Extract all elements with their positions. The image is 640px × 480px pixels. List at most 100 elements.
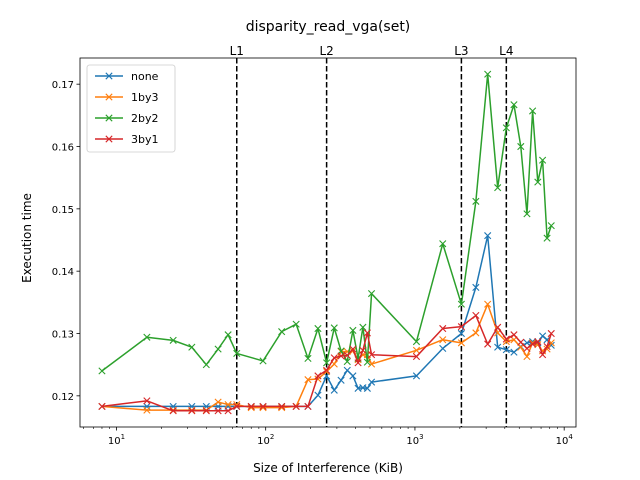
cache-line-label: L2 <box>319 44 333 58</box>
legend-marker <box>105 72 113 80</box>
data-point <box>502 124 510 132</box>
data-point <box>259 404 267 412</box>
chart-title: disparity_read_vga(set) <box>246 19 411 35</box>
data-point <box>337 352 345 360</box>
data-point <box>367 290 376 298</box>
data-point <box>323 366 331 374</box>
data-point <box>534 338 542 346</box>
data-point <box>202 407 210 415</box>
axes-frame <box>79 57 577 428</box>
x-axis-label: Size of Interference (KiB) <box>253 461 403 475</box>
data-point <box>323 367 331 376</box>
data-point <box>484 300 492 308</box>
data-point <box>363 329 371 337</box>
data-point <box>304 376 312 384</box>
data-point <box>98 367 106 375</box>
data-point <box>359 323 367 331</box>
data-point <box>502 346 510 354</box>
data-point <box>523 210 531 218</box>
data-point <box>330 354 338 362</box>
data-point <box>292 402 300 411</box>
y-tick-label: 0.13 <box>52 330 74 341</box>
data-point <box>472 283 480 291</box>
data-point <box>259 357 267 365</box>
data-point <box>484 70 492 78</box>
data-point <box>412 346 421 354</box>
data-point <box>484 232 492 240</box>
data-point <box>278 402 286 411</box>
data-point <box>359 346 367 354</box>
cache-line-label: L3 <box>454 44 468 58</box>
data-point <box>543 234 551 242</box>
data-point <box>323 359 331 367</box>
data-point <box>278 404 286 412</box>
data-point <box>143 333 151 341</box>
data-point <box>143 406 151 414</box>
data-point <box>494 323 502 331</box>
data-point <box>292 320 300 328</box>
y-tick-label: 0.16 <box>52 143 74 154</box>
data-point <box>247 404 255 412</box>
data-point <box>367 378 376 386</box>
data-point <box>457 323 465 331</box>
data-point <box>363 358 371 366</box>
data-point <box>547 329 555 338</box>
legend-marker <box>105 93 113 101</box>
data-point <box>363 384 371 392</box>
data-point <box>278 328 286 336</box>
data-point <box>367 351 376 359</box>
data-point <box>523 344 531 353</box>
data-point <box>472 197 480 205</box>
data-point <box>502 338 510 346</box>
data-point <box>188 407 196 415</box>
data-point <box>529 340 537 348</box>
data-point <box>247 402 255 411</box>
data-point <box>354 359 362 367</box>
data-point <box>457 300 465 308</box>
data-point <box>224 400 232 409</box>
legend-item-none: none <box>95 70 159 83</box>
plot-area: 0.12 0.13 0.14 0.15 0.16 0.17 101 102 103 104 L1 L2… <box>52 44 577 447</box>
data-point <box>472 311 480 320</box>
data-point <box>472 329 480 337</box>
data-point <box>259 402 267 411</box>
legend-marker <box>105 135 113 143</box>
data-point <box>214 407 222 415</box>
data-point <box>510 348 518 356</box>
y-tick-label: 0.12 <box>52 392 74 403</box>
data-point <box>412 372 421 380</box>
y-tick-label: 0.14 <box>52 267 74 278</box>
legend-label: 1by3 <box>131 91 159 104</box>
data-point <box>214 345 222 353</box>
data-point <box>233 402 241 411</box>
data-point <box>534 178 542 186</box>
data-point <box>412 352 421 361</box>
data-point <box>517 338 525 346</box>
data-point <box>539 156 547 164</box>
data-point <box>539 351 547 359</box>
x-tick-label: 102 <box>257 433 274 447</box>
data-point <box>367 360 376 368</box>
legend: none 1by3 2by2 3by1 <box>86 64 176 153</box>
data-point <box>494 343 502 351</box>
data-point <box>439 344 447 353</box>
data-point <box>547 222 555 230</box>
x-tick-label: 101 <box>108 433 125 447</box>
data-point <box>314 372 322 380</box>
data-point <box>510 331 518 339</box>
data-point <box>457 329 465 338</box>
data-point <box>543 343 551 351</box>
data-point <box>529 107 537 115</box>
data-point <box>523 339 531 347</box>
data-point <box>330 386 338 394</box>
y-tick-label: 0.17 <box>52 80 74 91</box>
data-point <box>343 357 351 366</box>
data-point <box>314 391 322 399</box>
x-tick-label: 104 <box>556 433 574 447</box>
legend-item-1by3: 1by3 <box>95 91 159 104</box>
cache-line-label: L1 <box>230 44 244 58</box>
data-point <box>502 335 510 343</box>
data-point <box>98 402 106 411</box>
data-point <box>224 331 232 339</box>
